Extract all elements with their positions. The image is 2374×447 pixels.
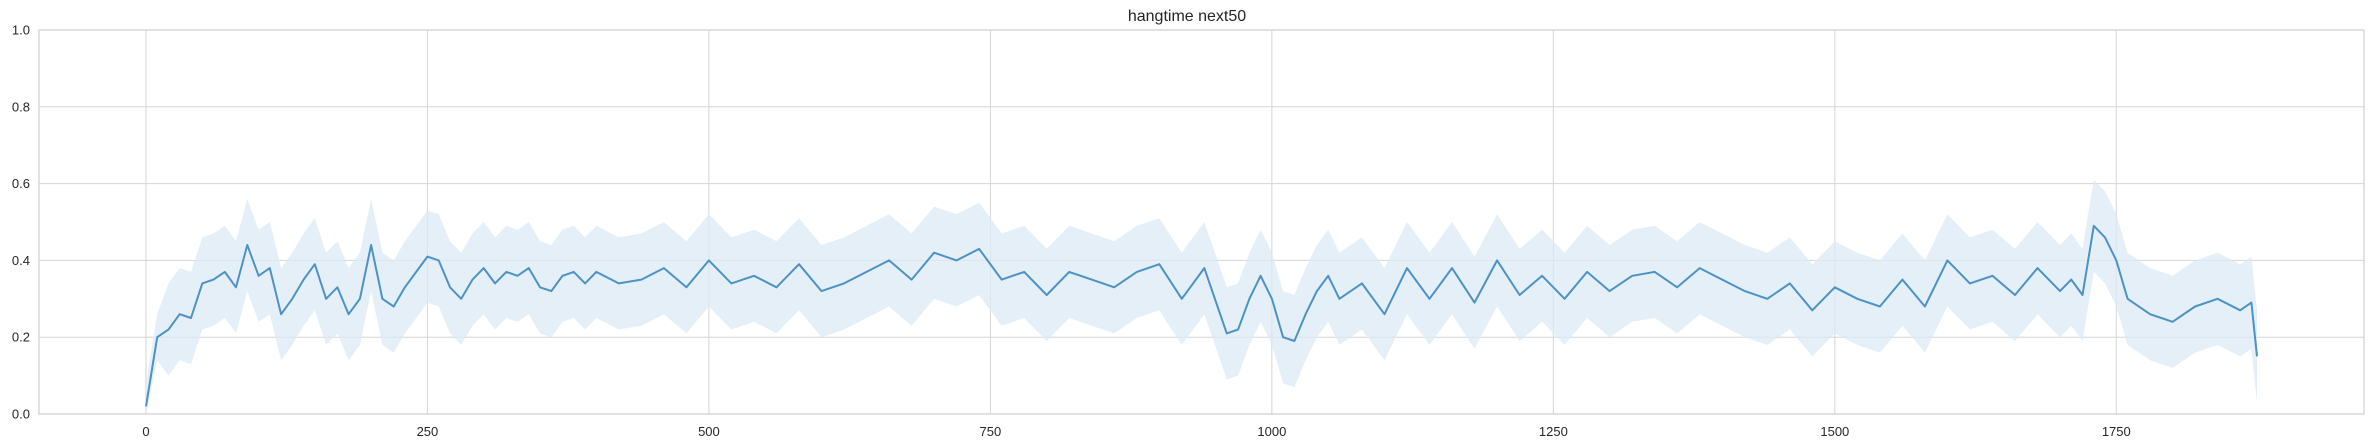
y-tick-label: 1.0 <box>12 23 30 38</box>
series-line <box>145 224 2258 407</box>
series-band <box>146 179 2257 414</box>
plot-area-frame <box>38 29 2365 415</box>
x-axis: 0 250 500 750 1000 1250 1500 1750 <box>142 424 2130 439</box>
y-tick-label: 0.4 <box>12 253 30 268</box>
x-tick-label: 1000 <box>1257 424 1286 439</box>
x-tick-label: 1750 <box>2102 424 2131 439</box>
x-tick-label: 0 <box>142 424 149 439</box>
x-tick-label: 750 <box>980 424 1002 439</box>
x-tick-label: 1250 <box>1539 424 1568 439</box>
chart-title: hangtime next50 <box>1128 8 1246 25</box>
grid <box>39 29 2364 415</box>
y-tick-label: 0.8 <box>12 99 30 114</box>
confidence-band <box>146 179 2257 414</box>
y-tick-label: 0.0 <box>12 407 30 422</box>
y-tick-label: 0.2 <box>12 330 30 345</box>
x-tick-label: 250 <box>417 424 439 439</box>
y-tick-label: 0.6 <box>12 176 30 191</box>
series-lines <box>145 224 2258 407</box>
x-tick-label: 500 <box>698 424 720 439</box>
x-tick-label: 1500 <box>1820 424 1849 439</box>
y-axis: 0.0 0.2 0.4 0.6 0.8 1.0 <box>12 23 30 422</box>
